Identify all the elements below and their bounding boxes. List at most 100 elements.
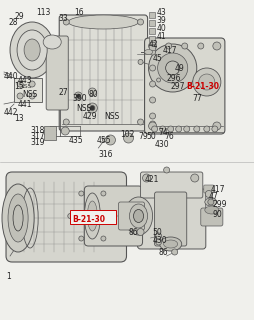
Ellipse shape <box>68 15 138 29</box>
Circle shape <box>17 81 23 87</box>
Circle shape <box>102 138 106 142</box>
Circle shape <box>88 88 96 96</box>
Circle shape <box>151 126 157 132</box>
Circle shape <box>149 43 155 49</box>
Circle shape <box>211 126 217 132</box>
Text: 443: 443 <box>18 76 33 85</box>
Ellipse shape <box>87 201 97 231</box>
Circle shape <box>149 81 155 87</box>
Circle shape <box>204 190 212 197</box>
Text: 29: 29 <box>14 12 24 21</box>
Text: 16: 16 <box>74 8 84 17</box>
Circle shape <box>167 126 173 132</box>
Circle shape <box>212 122 220 130</box>
Text: NSS: NSS <box>104 112 119 121</box>
Circle shape <box>61 127 69 135</box>
Text: 42: 42 <box>148 40 157 49</box>
Text: 90: 90 <box>212 210 222 219</box>
FancyBboxPatch shape <box>59 15 147 131</box>
Text: 33: 33 <box>58 14 68 23</box>
Text: 47: 47 <box>208 192 218 201</box>
Ellipse shape <box>10 22 54 78</box>
Text: B-21-30: B-21-30 <box>186 82 219 91</box>
Ellipse shape <box>204 198 216 206</box>
Circle shape <box>192 68 220 96</box>
Circle shape <box>156 78 160 82</box>
Circle shape <box>155 239 161 245</box>
Circle shape <box>148 42 156 50</box>
Text: 417: 417 <box>210 185 225 194</box>
Circle shape <box>89 106 94 110</box>
Ellipse shape <box>43 35 61 49</box>
Ellipse shape <box>124 197 152 235</box>
Ellipse shape <box>204 206 218 214</box>
Text: 1: 1 <box>6 272 11 281</box>
Text: 41: 41 <box>156 32 166 41</box>
Circle shape <box>149 97 155 103</box>
FancyBboxPatch shape <box>137 189 205 249</box>
FancyBboxPatch shape <box>154 192 186 246</box>
Circle shape <box>212 42 220 50</box>
Circle shape <box>149 113 155 119</box>
Circle shape <box>137 19 143 25</box>
Circle shape <box>157 53 187 83</box>
Circle shape <box>155 233 161 239</box>
Text: 50: 50 <box>146 132 156 141</box>
Circle shape <box>29 93 35 99</box>
FancyBboxPatch shape <box>6 172 126 262</box>
Text: 417: 417 <box>162 46 177 55</box>
Text: NSS: NSS <box>22 90 37 99</box>
Bar <box>14 78 42 102</box>
Ellipse shape <box>144 50 152 54</box>
Text: 39: 39 <box>156 16 166 25</box>
Circle shape <box>207 199 213 205</box>
Text: 317: 317 <box>30 132 44 141</box>
FancyBboxPatch shape <box>203 185 213 193</box>
Text: 15: 15 <box>14 82 24 91</box>
Circle shape <box>165 61 179 75</box>
Text: 421: 421 <box>144 175 158 184</box>
Circle shape <box>112 213 117 219</box>
Circle shape <box>203 126 209 132</box>
Bar <box>148 28 154 34</box>
Circle shape <box>149 121 155 127</box>
Circle shape <box>63 19 69 25</box>
Circle shape <box>105 135 115 145</box>
Ellipse shape <box>133 210 143 222</box>
Circle shape <box>101 191 105 196</box>
Text: B-21-30: B-21-30 <box>72 215 105 224</box>
Circle shape <box>148 44 196 92</box>
Text: 316: 316 <box>98 150 113 159</box>
Text: 45: 45 <box>152 54 162 63</box>
Text: 27: 27 <box>58 88 68 97</box>
Circle shape <box>63 119 69 125</box>
Circle shape <box>142 174 150 182</box>
Circle shape <box>149 65 155 71</box>
Text: 50: 50 <box>152 228 162 237</box>
Ellipse shape <box>163 240 177 248</box>
Text: 430: 430 <box>154 140 169 149</box>
Text: 80: 80 <box>88 90 98 99</box>
Text: 77: 77 <box>192 94 202 103</box>
Text: 76: 76 <box>164 132 174 141</box>
Circle shape <box>76 94 80 98</box>
Bar <box>148 20 154 26</box>
Bar <box>148 44 154 50</box>
Circle shape <box>198 74 214 90</box>
Circle shape <box>193 126 199 132</box>
Ellipse shape <box>2 184 34 252</box>
Text: 28: 28 <box>8 18 18 27</box>
Text: 318: 318 <box>30 126 44 135</box>
Text: NSS: NSS <box>76 104 91 113</box>
FancyBboxPatch shape <box>144 38 224 134</box>
Text: NSS: NSS <box>19 84 31 90</box>
FancyBboxPatch shape <box>46 36 68 110</box>
Text: 86: 86 <box>158 248 168 257</box>
Ellipse shape <box>129 204 147 228</box>
Circle shape <box>149 49 155 55</box>
Circle shape <box>123 133 133 143</box>
Text: 440: 440 <box>4 72 19 81</box>
Circle shape <box>137 60 142 65</box>
Circle shape <box>87 103 97 113</box>
Ellipse shape <box>159 237 181 251</box>
